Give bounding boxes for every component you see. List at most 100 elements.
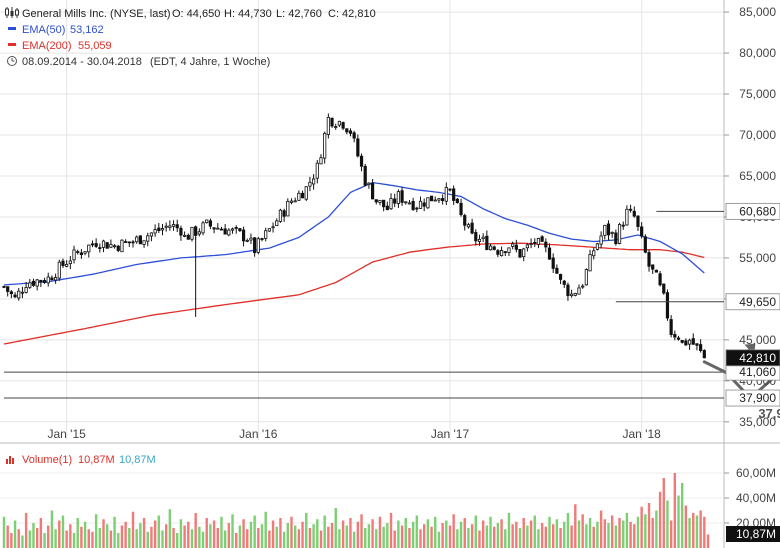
volume-bar — [463, 518, 466, 548]
current-price-label: 42,810 — [725, 349, 780, 367]
volume-bar — [695, 515, 699, 548]
volume-bar — [323, 515, 326, 548]
candle — [190, 226, 194, 242]
legend-open: O: 44,650 — [172, 8, 220, 20]
volume-bar — [253, 515, 256, 548]
volume-bar — [544, 526, 548, 548]
candle — [300, 190, 305, 199]
candle — [194, 225, 198, 240]
volume-bar — [677, 495, 680, 548]
ema50-label: EMA(50) — [22, 24, 65, 36]
svg-text:41,060: 41,060 — [739, 365, 776, 379]
candle — [603, 224, 607, 240]
candle — [94, 238, 98, 248]
candle — [363, 163, 367, 187]
candle — [260, 237, 264, 242]
volume-bar — [382, 526, 385, 548]
candle — [643, 234, 647, 254]
volume-bar — [117, 533, 120, 548]
volume-bar — [526, 525, 529, 548]
candle — [249, 233, 253, 245]
candle — [665, 289, 670, 321]
volume-bar — [201, 531, 205, 548]
volume-bar — [640, 506, 643, 548]
candle — [87, 244, 91, 258]
candle — [651, 264, 655, 274]
volume-bar — [135, 529, 138, 548]
candle — [205, 219, 209, 224]
candle — [496, 249, 500, 258]
volume-bar — [651, 518, 654, 548]
candle — [444, 182, 448, 206]
candle — [367, 182, 371, 189]
volume-bar — [257, 528, 260, 548]
candle — [584, 268, 588, 286]
volume-bar — [515, 521, 518, 548]
volume-bar — [415, 515, 419, 548]
svg-text:42,810: 42,810 — [739, 351, 776, 365]
volume-bar — [500, 519, 503, 548]
volume-bar — [596, 521, 599, 548]
candle — [160, 223, 165, 236]
ema50-layer — [3, 181, 705, 286]
candle — [271, 222, 275, 233]
volume-bar — [72, 533, 76, 548]
volume-bar — [338, 529, 341, 548]
volume-bar — [345, 525, 348, 548]
candle — [695, 343, 699, 351]
volume-label: Volume(1) — [22, 454, 72, 466]
x-tick-label: Jan '15 — [47, 427, 86, 441]
volume-bar — [32, 523, 35, 548]
candle — [124, 239, 128, 243]
volume-bar — [142, 518, 146, 548]
candle — [529, 238, 533, 249]
volume-bar — [622, 520, 625, 548]
candle — [647, 249, 651, 272]
volume-bar — [113, 516, 116, 548]
candle — [581, 284, 585, 289]
candle — [149, 232, 154, 242]
volume-bar — [673, 473, 677, 548]
level-axis-label: 60,680 — [725, 202, 780, 220]
candle — [511, 241, 515, 250]
candle — [595, 242, 600, 251]
candle — [352, 130, 356, 143]
ema50-value: 53,162 — [70, 24, 104, 36]
candle — [230, 227, 235, 234]
y-tick-label: 45,000 — [739, 333, 776, 347]
volume-bar — [275, 526, 278, 548]
candle — [507, 247, 511, 257]
volume-bar — [198, 526, 201, 548]
volume-bar — [367, 524, 371, 548]
volume-bar — [614, 525, 618, 548]
candle — [348, 128, 353, 137]
volume-bar — [187, 521, 190, 548]
candlestick-icon — [5, 7, 19, 18]
candle — [171, 220, 176, 231]
volume-bar — [50, 510, 54, 548]
candle — [334, 123, 338, 130]
volume-bar — [426, 519, 430, 548]
volume-bar — [183, 525, 186, 548]
candle — [441, 194, 445, 205]
candle — [437, 198, 441, 203]
volume-bar — [393, 530, 396, 548]
legend-high: H: 44,730 — [224, 8, 272, 20]
level-axis-label: 41,060 — [725, 363, 780, 381]
volume-bar — [456, 529, 459, 548]
volume-panel — [0, 472, 724, 548]
volume-bar — [286, 523, 290, 548]
volume-bar — [633, 524, 636, 548]
volume-bar — [662, 478, 665, 548]
volume-bar — [592, 526, 595, 548]
candle — [518, 249, 522, 258]
volume-bar — [452, 514, 455, 548]
candle — [135, 235, 139, 244]
candle — [326, 113, 330, 139]
volume-bar — [220, 516, 223, 548]
volume-bar — [330, 523, 334, 548]
candle — [201, 220, 205, 236]
volume-bar — [647, 503, 651, 548]
candle — [183, 231, 187, 238]
volume-bar — [699, 510, 702, 548]
